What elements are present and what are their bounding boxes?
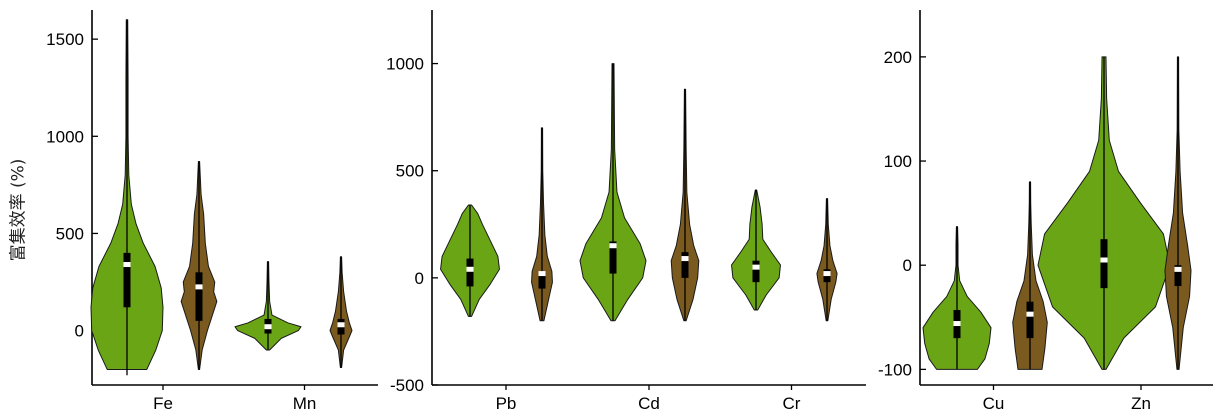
- median-marker: [538, 271, 546, 277]
- panel-3: -100 0 100 200 Cu Zn: [878, 10, 1213, 413]
- violin-pb-green: [440, 204, 500, 317]
- x-category-label: Pb: [496, 394, 517, 413]
- iqr-box: [538, 271, 546, 289]
- median-marker: [823, 271, 831, 277]
- iqr-box: [681, 252, 689, 278]
- y-tick-label: 0: [75, 322, 84, 341]
- x-category-label: Cd: [638, 394, 660, 413]
- median-marker: [1026, 311, 1034, 317]
- y-tick-label: 200: [884, 48, 912, 67]
- y-tick-label: 0: [903, 256, 912, 275]
- violin-cr-brown: [816, 198, 838, 322]
- y-tick-label: 0: [415, 269, 424, 288]
- iqr-box: [609, 241, 617, 274]
- median-marker: [953, 321, 961, 327]
- iqr-box: [466, 258, 474, 287]
- violin-mn-green: [234, 261, 302, 351]
- y-tick-label: 100: [884, 152, 912, 171]
- iqr-box: [123, 252, 131, 308]
- y-tick-label: 1500: [46, 30, 84, 49]
- y-tick-label: 1000: [386, 55, 424, 74]
- iqr-box: [195, 272, 203, 321]
- iqr-box: [1100, 239, 1108, 289]
- violin-cd-green: [579, 63, 647, 322]
- median-marker: [264, 324, 272, 330]
- x-category-label: Zn: [1131, 394, 1151, 413]
- violin-zn-green: [1037, 56, 1171, 370]
- x-category-label: Mn: [293, 394, 317, 413]
- median-marker: [466, 266, 474, 272]
- violin-fe-green: [90, 19, 164, 376]
- violin-cd-brown: [670, 88, 700, 322]
- y-tick-label: 500: [56, 224, 84, 243]
- median-marker: [1174, 266, 1182, 272]
- median-marker: [195, 284, 203, 290]
- median-marker: [681, 256, 689, 262]
- violin-cu-green: [922, 226, 992, 370]
- y-tick-label: -500: [390, 376, 424, 395]
- violin-fe-brown: [180, 161, 218, 370]
- panel-1: 0 500 1000 1500 Fe Mn: [46, 10, 378, 413]
- violin-mn-brown: [329, 256, 353, 369]
- iqr-box: [1174, 265, 1182, 287]
- y-tick-label: 500: [396, 162, 424, 181]
- median-marker: [337, 322, 345, 328]
- iqr-box: [752, 260, 760, 283]
- median-marker: [123, 262, 131, 268]
- iqr-box: [1026, 301, 1034, 339]
- violin-cu-brown: [1012, 181, 1048, 370]
- violin-zn-brown: [1164, 56, 1192, 370]
- panel-2: -500 0 500 1000 Pb Cd Cr: [386, 10, 866, 413]
- y-axis-title: 富集效率 (%): [8, 158, 29, 262]
- x-category-label: Fe: [153, 394, 173, 413]
- x-category-label: Cr: [783, 394, 801, 413]
- median-marker: [1100, 257, 1108, 263]
- violin-cr-green: [731, 189, 781, 311]
- y-tick-label: -100: [878, 360, 912, 379]
- median-marker: [752, 264, 760, 270]
- y-tick-label: 1000: [46, 127, 84, 146]
- violin-pb-brown: [531, 127, 553, 322]
- x-category-label: Cu: [983, 394, 1005, 413]
- median-marker: [609, 243, 617, 249]
